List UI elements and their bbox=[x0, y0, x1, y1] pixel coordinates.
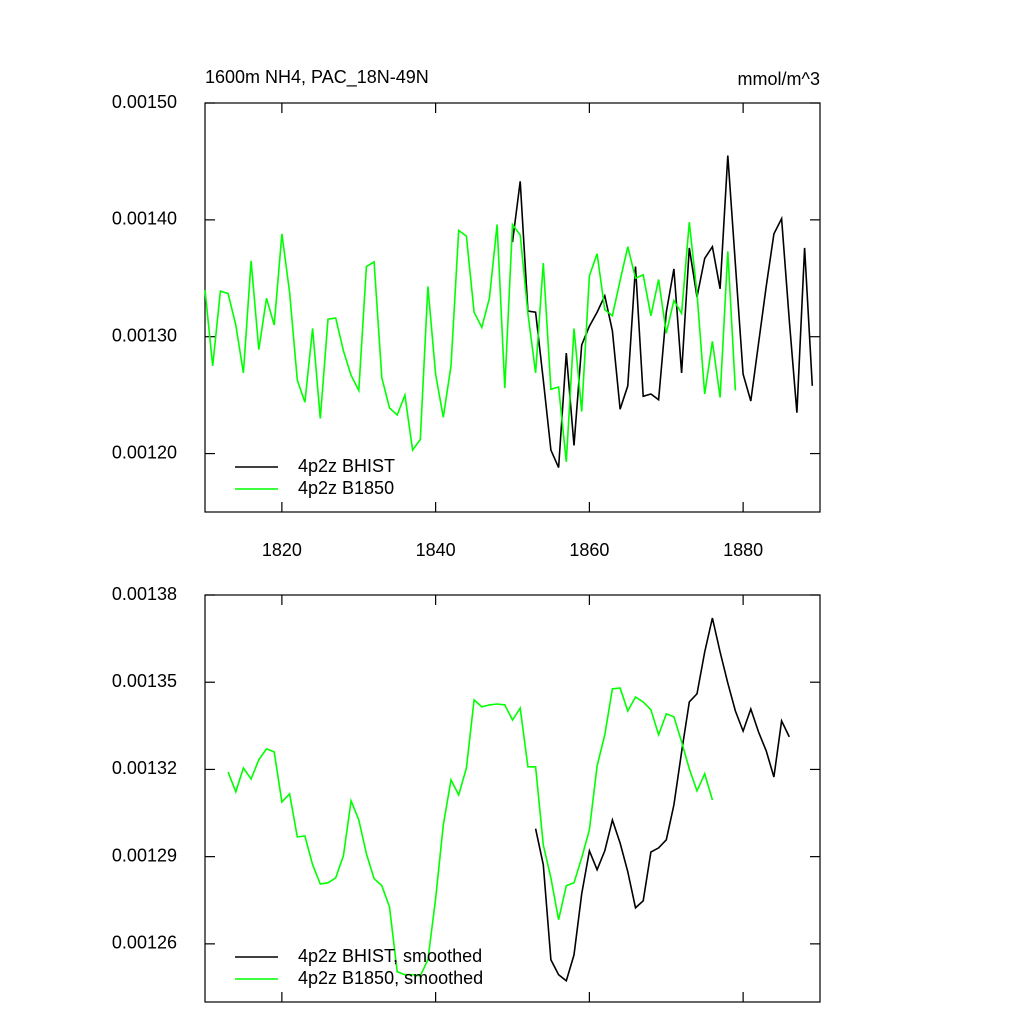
y-tick-label: 0.00138 bbox=[112, 584, 177, 604]
y-tick-label: 0.00126 bbox=[112, 933, 177, 953]
y-tick-label: 0.00120 bbox=[112, 442, 177, 462]
legend-label: 4p2z BHIST, smoothed bbox=[298, 946, 482, 966]
chart-title: 1600m NH4, PAC_18N-49N bbox=[205, 67, 429, 88]
x-tick-label: 1860 bbox=[569, 540, 609, 560]
y-tick-label: 0.00130 bbox=[112, 325, 177, 345]
x-tick-label: 1840 bbox=[416, 540, 456, 560]
y-tick-label: 0.00135 bbox=[112, 671, 177, 691]
units-label: mmol/m^3 bbox=[738, 69, 820, 89]
series-line bbox=[511, 155, 814, 468]
series-line bbox=[204, 222, 737, 462]
x-tick-label: 1880 bbox=[723, 540, 763, 560]
x-tick-label: 1820 bbox=[262, 540, 302, 560]
plot-frame bbox=[204, 594, 821, 1003]
legend-label: 4p2z B1850 bbox=[298, 478, 394, 498]
y-tick-label: 0.00140 bbox=[112, 209, 177, 229]
y-tick-label: 0.00129 bbox=[112, 845, 177, 865]
y-tick-label: 0.00150 bbox=[112, 92, 177, 112]
legend-label: 4p2z B1850, smoothed bbox=[298, 968, 483, 988]
plot-frame bbox=[204, 102, 821, 513]
series-line bbox=[534, 617, 791, 983]
legend-label: 4p2z BHIST bbox=[298, 456, 395, 476]
y-tick-label: 0.00132 bbox=[112, 758, 177, 778]
series-line bbox=[227, 687, 714, 977]
